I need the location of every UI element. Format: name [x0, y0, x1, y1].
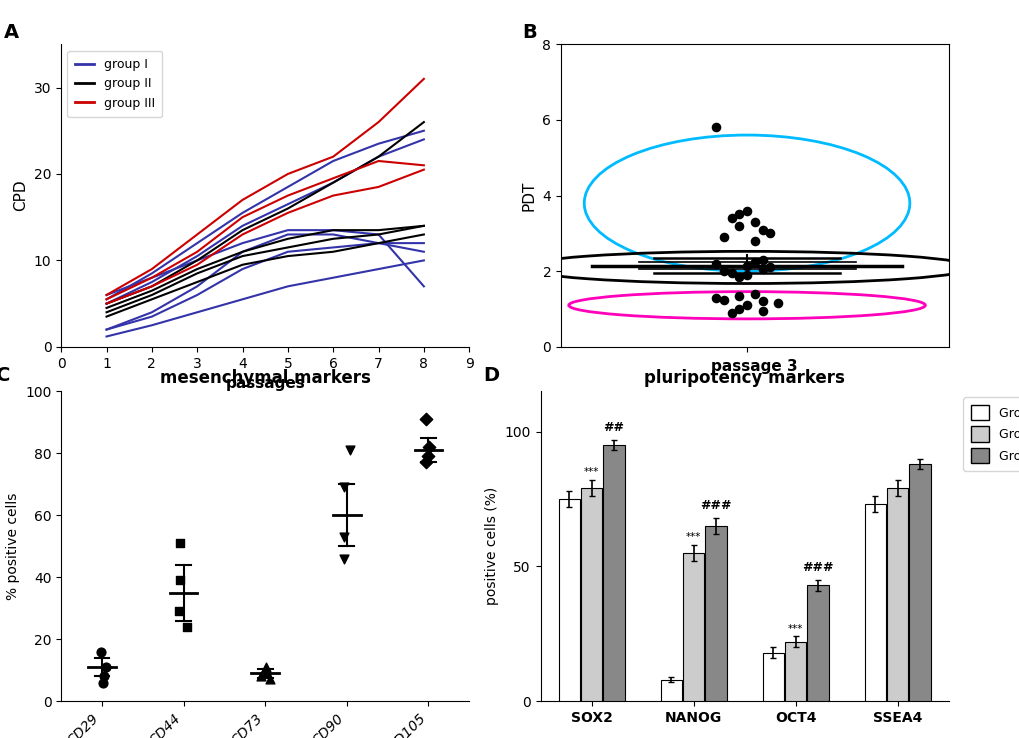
Point — [335, 553, 352, 565]
Point — [419, 450, 435, 462]
Point — [746, 235, 762, 246]
Text: B: B — [522, 23, 536, 42]
Point — [252, 670, 268, 682]
Point — [731, 303, 747, 315]
Point — [707, 122, 723, 134]
Y-axis label: positive cells (%): positive cells (%) — [484, 487, 498, 605]
Point — [93, 646, 109, 658]
Bar — [558, 499, 579, 701]
Point — [172, 537, 189, 549]
Point — [746, 288, 762, 300]
Point — [418, 457, 434, 469]
Bar — [785, 642, 805, 701]
Text: D: D — [483, 366, 499, 385]
Bar — [887, 488, 907, 701]
Point — [258, 661, 274, 673]
Y-axis label: PDT: PDT — [522, 180, 536, 211]
Legend: Group I, Group II, Group III: Group I, Group II, Group III — [962, 397, 1019, 471]
Bar — [705, 526, 726, 701]
Point — [754, 224, 770, 235]
Point — [722, 213, 739, 224]
Text: ***: *** — [787, 624, 803, 634]
Y-axis label: % positive cells: % positive cells — [5, 492, 19, 600]
Point — [341, 444, 358, 456]
Point — [738, 300, 754, 311]
Text: ###: ### — [700, 500, 731, 512]
Point — [715, 294, 732, 306]
Point — [707, 258, 723, 269]
Y-axis label: CPD: CPD — [13, 180, 29, 211]
Bar — [807, 585, 827, 701]
Point — [754, 254, 770, 266]
Point — [731, 220, 747, 232]
Point — [746, 216, 762, 228]
Point — [98, 661, 114, 673]
Bar — [581, 488, 601, 701]
Bar — [660, 680, 681, 701]
Text: ***: *** — [583, 467, 599, 477]
Point — [418, 413, 434, 425]
Point — [172, 574, 189, 586]
Point — [746, 256, 762, 268]
Point — [754, 305, 770, 317]
Point — [754, 295, 770, 307]
X-axis label: passage 3: passage 3 — [711, 359, 797, 373]
Bar — [909, 464, 929, 701]
Text: C: C — [0, 366, 10, 385]
Point — [707, 292, 723, 303]
X-axis label: passages: passages — [225, 376, 305, 391]
Bar — [762, 652, 783, 701]
Point — [171, 605, 187, 617]
Point — [761, 261, 777, 273]
Point — [731, 209, 747, 221]
Point — [754, 263, 770, 275]
Point — [731, 290, 747, 302]
Point — [335, 531, 352, 542]
Title: mesenchymal markers: mesenchymal markers — [160, 369, 370, 387]
Bar — [603, 445, 624, 701]
Text: ##: ## — [603, 421, 624, 434]
Bar — [864, 504, 884, 701]
Point — [420, 441, 436, 453]
Point — [179, 621, 196, 632]
Title: pluripotency markers: pluripotency markers — [644, 369, 844, 387]
Point — [335, 481, 352, 493]
Bar — [683, 553, 703, 701]
Point — [715, 265, 732, 277]
Point — [722, 267, 739, 279]
Text: ***: *** — [685, 532, 701, 542]
Point — [262, 674, 278, 686]
Point — [96, 670, 112, 682]
Point — [722, 307, 739, 319]
Point — [259, 667, 275, 679]
Point — [95, 677, 111, 689]
Point — [738, 205, 754, 217]
Point — [761, 227, 777, 239]
Point — [731, 271, 747, 283]
Legend: group I, group II, group III: group I, group II, group III — [67, 50, 162, 117]
Text: ###: ### — [802, 562, 833, 574]
Text: A: A — [4, 23, 19, 42]
Point — [715, 231, 732, 243]
Point — [738, 260, 754, 272]
Point — [738, 269, 754, 281]
Point — [769, 297, 786, 309]
